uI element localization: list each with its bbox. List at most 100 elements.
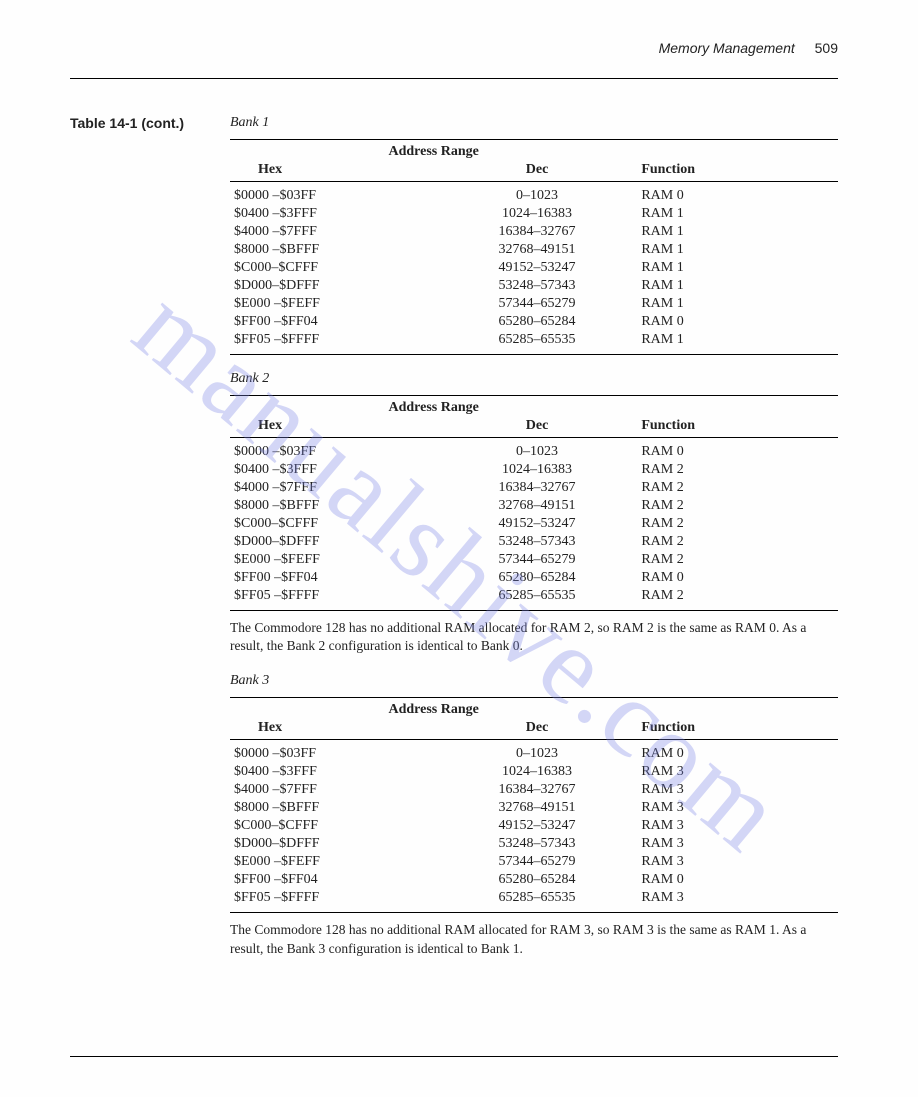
cell-hex: $4000 –$7FFF — [230, 223, 437, 241]
cell-hex: $D000–$DFFF — [230, 277, 437, 295]
cell-hex: $E000 –$FEFF — [230, 295, 437, 313]
cell-dec: 1024–16383 — [437, 461, 638, 479]
cell-hex: $FF05 –$FFFF — [230, 331, 437, 355]
cell-dec: 0–1023 — [437, 740, 638, 764]
table-row: $C000–$CFFF49152–53247RAM 3 — [230, 817, 838, 835]
table-row: $0000 –$03FF0–1023RAM 0 — [230, 438, 838, 462]
cell-hex: $FF05 –$FFFF — [230, 889, 437, 913]
cell-dec: 16384–32767 — [437, 479, 638, 497]
cell-dec: 16384–32767 — [437, 781, 638, 799]
cell-dec: 65280–65284 — [437, 871, 638, 889]
cell-hex: $C000–$CFFF — [230, 817, 437, 835]
cell-dec: 65285–65535 — [437, 889, 638, 913]
cell-hex: $C000–$CFFF — [230, 515, 437, 533]
col-header-dec: Dec — [437, 417, 638, 438]
col-header-hex: Hex — [230, 161, 437, 182]
cell-func: RAM 2 — [637, 497, 838, 515]
bank-title: Bank 2 — [230, 371, 838, 387]
cell-dec: 32768–49151 — [437, 241, 638, 259]
table-label-column: Table 14-1 (cont.) — [70, 115, 230, 976]
cell-func: RAM 2 — [637, 551, 838, 569]
cell-hex: $0000 –$03FF — [230, 740, 437, 764]
cell-hex: $4000 –$7FFF — [230, 479, 437, 497]
memory-table: Address RangeHexDecFunction $0000 –$03FF0… — [230, 139, 838, 355]
cell-func: RAM 2 — [637, 515, 838, 533]
col-header-dec: Dec — [437, 719, 638, 740]
col-header-func: Function — [637, 719, 838, 740]
cell-func: RAM 1 — [637, 277, 838, 295]
content-row: Table 14-1 (cont.) Bank 1Address RangeHe… — [70, 115, 838, 976]
table-row: $0400 –$3FFF1024–16383RAM 2 — [230, 461, 838, 479]
table-row: $FF05 –$FFFF65285–65535RAM 2 — [230, 587, 838, 611]
col-group-blank — [637, 396, 838, 418]
table-row: $0000 –$03FF0–1023RAM 0 — [230, 740, 838, 764]
table-row: $D000–$DFFF53248–57343RAM 3 — [230, 835, 838, 853]
table-row: $E000 –$FEFF57344–65279RAM 2 — [230, 551, 838, 569]
cell-func: RAM 3 — [637, 763, 838, 781]
table-row: $4000 –$7FFF16384–32767RAM 2 — [230, 479, 838, 497]
cell-func: RAM 1 — [637, 295, 838, 313]
bank-note: The Commodore 128 has no additional RAM … — [230, 619, 838, 655]
table-row: $FF05 –$FFFF65285–65535RAM 1 — [230, 331, 838, 355]
cell-func: RAM 0 — [637, 871, 838, 889]
cell-dec: 0–1023 — [437, 182, 638, 206]
bank-title: Bank 3 — [230, 673, 838, 689]
cell-dec: 32768–49151 — [437, 799, 638, 817]
cell-func: RAM 2 — [637, 461, 838, 479]
col-group-address: Address Range — [230, 698, 637, 720]
bottom-rule — [70, 1056, 838, 1057]
cell-dec: 53248–57343 — [437, 277, 638, 295]
cell-func: RAM 1 — [637, 205, 838, 223]
cell-func: RAM 0 — [637, 438, 838, 462]
cell-func: RAM 0 — [637, 313, 838, 331]
bank-note: The Commodore 128 has no additional RAM … — [230, 921, 838, 957]
tables-column: Bank 1Address RangeHexDecFunction$0000 –… — [230, 115, 838, 976]
cell-dec: 57344–65279 — [437, 551, 638, 569]
cell-dec: 65285–65535 — [437, 331, 638, 355]
cell-dec: 49152–53247 — [437, 259, 638, 277]
cell-func: RAM 0 — [637, 569, 838, 587]
cell-func: RAM 3 — [637, 781, 838, 799]
cell-func: RAM 3 — [637, 817, 838, 835]
table-row: $FF00 –$FF0465280–65284RAM 0 — [230, 313, 838, 331]
table-row: $FF00 –$FF0465280–65284RAM 0 — [230, 871, 838, 889]
table-row: $0400 –$3FFF1024–16383RAM 3 — [230, 763, 838, 781]
cell-hex: $E000 –$FEFF — [230, 853, 437, 871]
cell-hex: $0000 –$03FF — [230, 182, 437, 206]
col-header-func: Function — [637, 417, 838, 438]
table-row: $4000 –$7FFF16384–32767RAM 1 — [230, 223, 838, 241]
cell-dec: 57344–65279 — [437, 295, 638, 313]
cell-hex: $8000 –$BFFF — [230, 799, 437, 817]
cell-dec: 1024–16383 — [437, 205, 638, 223]
cell-func: RAM 3 — [637, 835, 838, 853]
cell-hex: $FF00 –$FF04 — [230, 313, 437, 331]
memory-table: Address RangeHexDecFunction$0000 –$03FF0… — [230, 395, 838, 611]
cell-hex: $FF00 –$FF04 — [230, 569, 437, 587]
cell-hex: $C000–$CFFF — [230, 259, 437, 277]
cell-hex: $FF00 –$FF04 — [230, 871, 437, 889]
cell-func: RAM 3 — [637, 799, 838, 817]
cell-dec: 65280–65284 — [437, 569, 638, 587]
table-row: $D000–$DFFF53248–57343RAM 1 — [230, 277, 838, 295]
cell-dec: 16384–32767 — [437, 223, 638, 241]
top-rule — [70, 78, 838, 79]
cell-dec: 65280–65284 — [437, 313, 638, 331]
col-header-dec: Dec — [437, 161, 638, 182]
cell-dec: 1024–16383 — [437, 763, 638, 781]
cell-hex: $D000–$DFFF — [230, 835, 437, 853]
cell-func: RAM 3 — [637, 889, 838, 913]
cell-dec: 57344–65279 — [437, 853, 638, 871]
col-group-address: Address Range — [230, 140, 637, 162]
cell-dec: 65285–65535 — [437, 587, 638, 611]
col-group-blank — [637, 698, 838, 720]
col-header-hex: Hex — [230, 417, 437, 438]
cell-func: RAM 1 — [637, 331, 838, 355]
cell-dec: 53248–57343 — [437, 835, 638, 853]
table-row: $0400 –$3FFF1024–16383RAM 1 — [230, 205, 838, 223]
col-header-func: Function — [637, 161, 838, 182]
cell-func: RAM 3 — [637, 853, 838, 871]
table-row: $FF00 –$FF0465280–65284RAM 0 — [230, 569, 838, 587]
col-header-hex: Hex — [230, 719, 437, 740]
cell-func: RAM 0 — [637, 740, 838, 764]
cell-dec: 32768–49151 — [437, 497, 638, 515]
